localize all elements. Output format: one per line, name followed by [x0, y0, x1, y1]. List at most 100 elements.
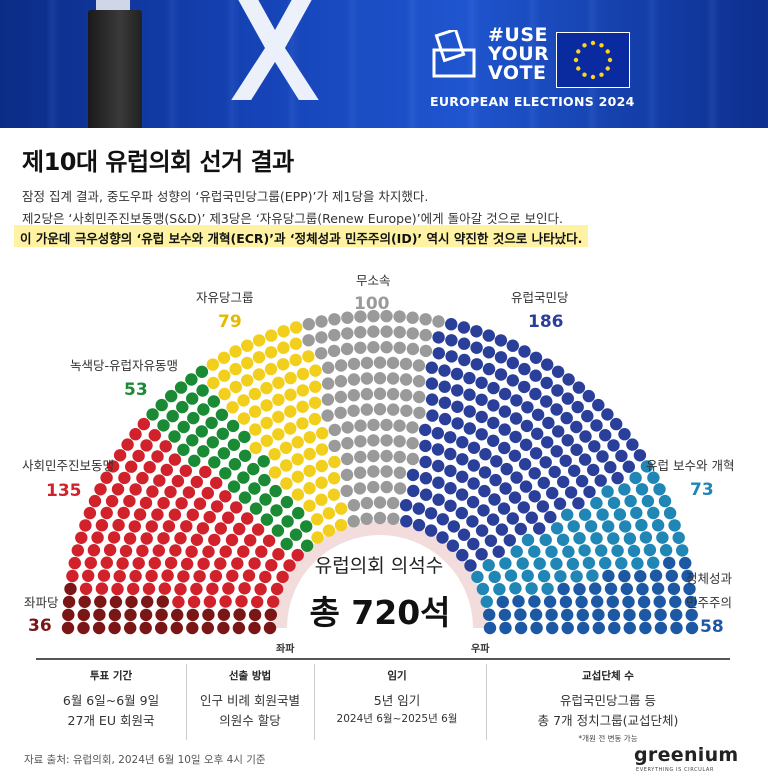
seat-3 — [260, 399, 273, 412]
info-voting-period-title: 투표 기간 — [89, 670, 133, 682]
seat-3 — [260, 416, 273, 430]
seat-5 — [517, 501, 530, 514]
seat-1 — [193, 570, 206, 583]
seat-5 — [467, 537, 480, 551]
seat-7 — [496, 595, 509, 609]
seat-1 — [88, 494, 102, 508]
seat-4 — [341, 327, 354, 340]
seat-1 — [121, 438, 134, 451]
seat-5 — [426, 409, 439, 422]
seat-2 — [188, 454, 201, 467]
seat-6 — [651, 519, 665, 532]
seat-2 — [216, 427, 229, 440]
seat-5 — [487, 434, 500, 447]
seat-6 — [640, 460, 654, 473]
seat-4 — [328, 423, 341, 437]
seat-3 — [241, 374, 254, 387]
seat-5 — [444, 447, 457, 461]
seat-1 — [117, 506, 130, 520]
value-sd: 135 — [46, 481, 82, 501]
seat-4 — [334, 359, 348, 372]
seat-3 — [229, 380, 242, 394]
seat-4 — [373, 496, 387, 509]
seat-5 — [498, 405, 512, 418]
seat-4 — [380, 325, 393, 338]
seat-1 — [175, 497, 188, 510]
seat-5 — [497, 502, 511, 515]
seat-5 — [466, 515, 479, 528]
info-term-value: 5년 임기 2024년 6월~2025년 6월 — [336, 693, 458, 725]
seat-7 — [634, 570, 647, 583]
seat-3 — [284, 405, 297, 418]
seat-3 — [260, 381, 273, 395]
seat-6 — [641, 494, 655, 508]
seat-6 — [499, 557, 512, 570]
seat-4 — [380, 309, 393, 323]
seat-4 — [328, 439, 341, 453]
seat-1 — [242, 569, 256, 582]
seat-2 — [185, 373, 198, 386]
seat-4 — [419, 328, 432, 342]
seat-4 — [347, 357, 361, 371]
seat-4 — [393, 310, 406, 323]
seat-7 — [577, 621, 590, 635]
value-epp: 186 — [528, 312, 564, 332]
inner-arc-decoration — [273, 521, 487, 629]
seat-6 — [615, 557, 628, 570]
seat-4 — [347, 515, 360, 528]
seat-5 — [607, 439, 620, 452]
seat-5 — [544, 510, 557, 524]
eu-flag-icon — [556, 32, 630, 88]
seat-0 — [186, 608, 199, 622]
seat-5 — [438, 412, 452, 426]
seat-2 — [281, 515, 294, 528]
seat-5 — [444, 464, 457, 478]
seat-5 — [533, 522, 546, 535]
seat-5 — [518, 345, 531, 358]
seat-4 — [334, 406, 347, 419]
seat-4 — [393, 419, 406, 432]
seat-2 — [226, 419, 240, 433]
seat-5 — [561, 434, 574, 447]
seat-1 — [248, 557, 261, 570]
seat-7 — [589, 582, 602, 595]
seat-4 — [327, 344, 341, 358]
info-term: 임기 5년 임기 2024년 6월~2025년 6월 — [314, 664, 480, 744]
seat-5 — [583, 485, 596, 499]
seat-5 — [539, 456, 552, 469]
seat-4 — [353, 482, 367, 495]
seat-6 — [647, 506, 660, 520]
page-title: 제10대 유럽의회 선거 결과 — [22, 148, 294, 176]
seat-5 — [463, 405, 476, 418]
seat-6 — [607, 496, 621, 510]
seat-4 — [360, 387, 374, 401]
seat-7 — [665, 569, 678, 582]
seat-7 — [499, 621, 512, 635]
seat-0 — [125, 595, 138, 609]
seat-5 — [406, 468, 420, 482]
seat-4 — [367, 309, 380, 323]
seat-1 — [210, 476, 223, 490]
seat-5 — [604, 461, 617, 474]
seat-7 — [573, 583, 586, 596]
seat-5 — [510, 394, 523, 407]
seat-6 — [663, 506, 677, 520]
seat-0 — [217, 621, 230, 635]
seat-5 — [425, 361, 438, 374]
seat-3 — [284, 422, 297, 435]
seat-5 — [542, 416, 555, 430]
seat-0 — [139, 608, 153, 622]
seat-1 — [100, 506, 113, 520]
seat-3 — [248, 387, 262, 401]
seat-5 — [424, 507, 438, 520]
seat-5 — [525, 511, 538, 524]
seat-2 — [227, 480, 241, 493]
seat-6 — [590, 496, 603, 510]
seat-0 — [108, 621, 121, 635]
seat-1 — [158, 582, 171, 595]
seat-1 — [199, 465, 212, 479]
seat-3 — [315, 443, 329, 456]
seat-5 — [495, 523, 509, 536]
seat-6 — [676, 544, 689, 557]
